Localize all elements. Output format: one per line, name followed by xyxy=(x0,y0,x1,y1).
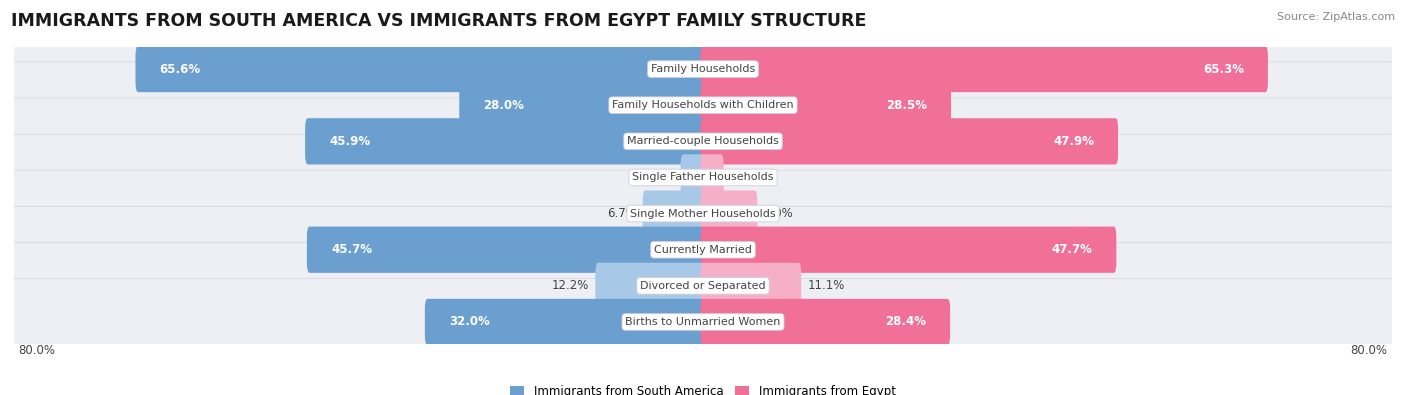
FancyBboxPatch shape xyxy=(8,98,1398,185)
Text: IMMIGRANTS FROM SOUTH AMERICA VS IMMIGRANTS FROM EGYPT FAMILY STRUCTURE: IMMIGRANTS FROM SOUTH AMERICA VS IMMIGRA… xyxy=(11,12,866,30)
Text: Family Households with Children: Family Households with Children xyxy=(612,100,794,110)
Text: Source: ZipAtlas.com: Source: ZipAtlas.com xyxy=(1277,12,1395,22)
Text: 28.0%: 28.0% xyxy=(484,99,524,112)
Legend: Immigrants from South America, Immigrants from Egypt: Immigrants from South America, Immigrant… xyxy=(505,380,901,395)
Text: 47.9%: 47.9% xyxy=(1053,135,1094,148)
FancyBboxPatch shape xyxy=(8,170,1398,257)
Text: 28.5%: 28.5% xyxy=(886,99,927,112)
Text: 80.0%: 80.0% xyxy=(18,344,55,357)
FancyBboxPatch shape xyxy=(307,227,706,273)
Text: 12.2%: 12.2% xyxy=(553,279,589,292)
FancyBboxPatch shape xyxy=(700,299,950,345)
Text: 80.0%: 80.0% xyxy=(1351,344,1388,357)
Text: 11.1%: 11.1% xyxy=(807,279,845,292)
Text: Divorced or Separated: Divorced or Separated xyxy=(640,281,766,291)
FancyBboxPatch shape xyxy=(8,243,1398,329)
FancyBboxPatch shape xyxy=(700,118,1118,164)
Text: 32.0%: 32.0% xyxy=(449,316,489,329)
Text: Married-couple Households: Married-couple Households xyxy=(627,136,779,146)
Text: 45.9%: 45.9% xyxy=(329,135,370,148)
FancyBboxPatch shape xyxy=(8,134,1398,221)
FancyBboxPatch shape xyxy=(135,46,706,92)
FancyBboxPatch shape xyxy=(700,82,950,128)
FancyBboxPatch shape xyxy=(8,62,1398,149)
Text: 6.0%: 6.0% xyxy=(763,207,793,220)
FancyBboxPatch shape xyxy=(700,190,758,237)
FancyBboxPatch shape xyxy=(305,118,706,164)
Text: 6.7%: 6.7% xyxy=(607,207,637,220)
FancyBboxPatch shape xyxy=(8,26,1398,113)
FancyBboxPatch shape xyxy=(700,263,801,309)
Text: 2.1%: 2.1% xyxy=(730,171,759,184)
Text: 65.3%: 65.3% xyxy=(1202,62,1244,75)
Text: Births to Unmarried Women: Births to Unmarried Women xyxy=(626,317,780,327)
FancyBboxPatch shape xyxy=(8,278,1398,365)
FancyBboxPatch shape xyxy=(460,82,706,128)
Text: 45.7%: 45.7% xyxy=(330,243,373,256)
Text: Currently Married: Currently Married xyxy=(654,245,752,255)
Text: 28.4%: 28.4% xyxy=(884,316,927,329)
FancyBboxPatch shape xyxy=(700,154,724,201)
FancyBboxPatch shape xyxy=(425,299,706,345)
Text: 47.7%: 47.7% xyxy=(1052,243,1092,256)
FancyBboxPatch shape xyxy=(8,206,1398,293)
Text: Single Father Households: Single Father Households xyxy=(633,173,773,182)
FancyBboxPatch shape xyxy=(643,190,706,237)
FancyBboxPatch shape xyxy=(681,154,706,201)
FancyBboxPatch shape xyxy=(700,227,1116,273)
Text: 2.3%: 2.3% xyxy=(645,171,675,184)
FancyBboxPatch shape xyxy=(595,263,706,309)
Text: 65.6%: 65.6% xyxy=(160,62,201,75)
Text: Family Households: Family Households xyxy=(651,64,755,74)
Text: Single Mother Households: Single Mother Households xyxy=(630,209,776,218)
FancyBboxPatch shape xyxy=(700,46,1268,92)
